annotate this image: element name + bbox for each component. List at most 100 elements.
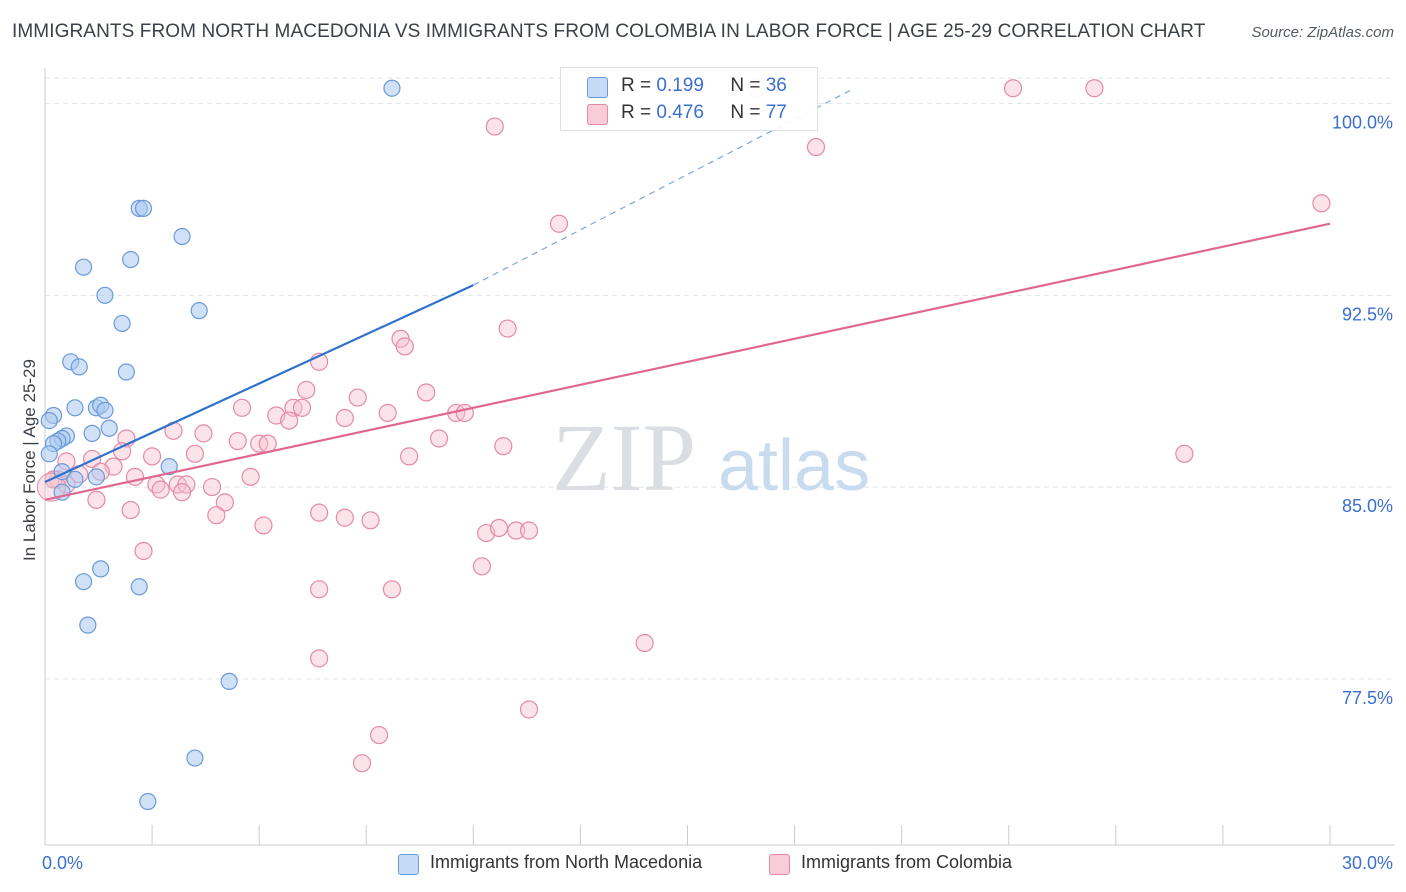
colombia-point [361,511,380,530]
stats-legend: R = 0.199 N = 36 R = 0.476 N = 77 [560,67,818,131]
legend-r-value: 0.199 [656,75,704,96]
colombia-point [348,388,367,407]
colombia-point [232,398,252,417]
legend-n-label: N = [730,75,761,96]
colombia-point [806,137,826,157]
colombia-point [310,580,329,599]
north-macedonia-trend-line [44,284,474,483]
colombia-point [485,117,504,136]
north-macedonia-point [79,616,97,634]
colombia-point [635,633,654,653]
colombia-trend-line [44,222,1331,501]
colombia-point [1085,79,1104,98]
colombia-point [1003,79,1023,98]
north-macedonia-point [173,227,191,246]
colombia-point [202,477,222,497]
legend-r-label: R = [621,102,652,123]
north-macedonia-point [160,458,178,476]
colombia-point [429,429,449,448]
colombia-point [494,437,513,456]
colombia-point [1175,444,1194,463]
y-tick-label: 100.0% [1332,113,1393,133]
north-macedonia-point [113,314,131,333]
gridlines [45,77,1395,680]
legend-swatch-blue [587,77,608,98]
colombia-point [352,754,372,773]
north-macedonia-point [190,302,208,320]
north-macedonia-point [134,199,153,217]
north-macedonia-point [139,792,157,811]
colombia-point [382,580,402,599]
colombia-point [519,700,539,719]
colombia-point [87,490,106,509]
north-macedonia-point [130,578,148,596]
north-macedonia-point [96,401,114,419]
bottom-legend-label: Immigrants from Colombia [801,852,1013,872]
north-macedonia-point [186,749,204,767]
north-macedonia-point [83,424,101,442]
colombia-point [335,508,354,527]
legend-n-value: 77 [765,102,787,123]
colombia-point [310,503,329,522]
x-tick-label: 30.0% [1342,853,1393,873]
bottom-legend-swatch-pink [769,854,790,875]
colombia-point [417,383,436,402]
colombia-point [498,319,517,338]
colombia-point [455,403,474,423]
colombia-point [399,447,419,466]
north-macedonia-point [100,419,118,437]
watermark-zip: ZIP [552,404,696,511]
north-macedonia-point [117,363,135,381]
north-macedonia-point [70,358,88,376]
y-tick-label: 85.0% [1342,496,1393,516]
colombia-point [121,500,140,520]
north-macedonia-point [122,250,140,269]
colombia-point [335,408,354,428]
colombia-point [241,467,260,486]
legend-swatch-pink [587,104,608,125]
colombia-point [549,214,569,233]
colombia-point [142,447,162,466]
watermark-atlas: atlas [718,426,870,506]
north-macedonia-point [40,445,58,463]
tick-labels: 100.0% 92.5% 85.0% 77.5% 0.0% 30.0% [42,113,1393,873]
y-tick-label: 92.5% [1342,304,1393,324]
north-macedonia-points [40,79,401,811]
colombia-point [1312,194,1331,213]
colombia-point [297,380,316,400]
watermark: ZIP atlas [552,404,870,511]
colombia-point [280,411,299,430]
north-macedonia-point [40,411,58,430]
chart-title: IMMIGRANTS FROM NORTH MACEDONIA VS IMMIG… [12,21,1206,42]
colombia-point [258,434,277,453]
legend-n-label: N = [730,102,761,123]
colombia-point [378,403,397,423]
y-tick-label: 77.5% [1342,688,1393,708]
colombia-point [215,493,234,512]
colombia-point [228,431,247,451]
north-macedonia-point [74,258,93,276]
legend-r-value: 0.476 [656,102,704,123]
colombia-point [194,424,213,443]
north-macedonia-point [74,573,93,591]
source-label: Source: ZipAtlas.com [1251,24,1394,41]
colombia-point [151,480,170,499]
colombia-point [254,516,273,535]
north-macedonia-point [220,672,238,690]
north-macedonia-point [383,79,401,97]
north-macedonia-point [96,286,114,304]
colombia-point [519,521,539,540]
colombia-point [395,337,414,356]
colombia-point [134,541,153,561]
colombia-point [472,557,491,576]
y-axis-label: In Labor Force | Age 25-29 [20,359,39,561]
bottom-legend-label: Immigrants from North Macedonia [430,852,703,872]
colombia-points [36,79,1331,773]
colombia-point [370,725,389,745]
colombia-point [489,518,509,538]
north-macedonia-point [92,560,110,578]
colombia-point [310,649,329,668]
north-macedonia-point [66,399,84,417]
colombia-point [207,506,226,525]
x-tick-label: 0.0% [42,853,83,873]
